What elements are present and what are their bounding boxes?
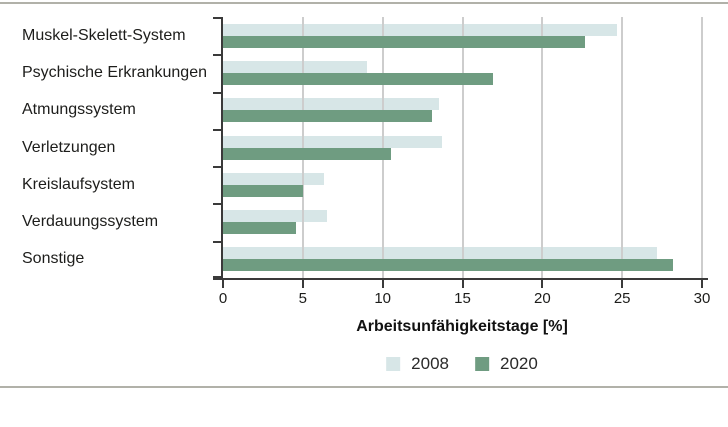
category-label: Muskel-Skelett-System: [22, 26, 186, 44]
y-axis-tick: [213, 91, 221, 94]
y-axis-tick: [213, 54, 221, 57]
category-label: Psychische Erkrankungen: [22, 63, 207, 81]
bottom-border-line: [0, 386, 728, 388]
y-axis-tick: [213, 166, 221, 169]
x-tick-label-30: 30: [693, 290, 711, 307]
y-axis-tick: [213, 203, 221, 206]
y-axis-tick: [213, 240, 221, 243]
legend: 2008 2020: [386, 354, 538, 374]
x-tick-label-10: 10: [374, 290, 391, 307]
bar-2008: [223, 172, 324, 185]
legend-item-2008: 2008: [386, 354, 449, 374]
gridline-25: [621, 17, 624, 278]
legend-label-2020: 2020: [500, 354, 538, 373]
x-axis-tick-5: [301, 280, 304, 288]
y-axis-tick: [213, 276, 221, 278]
x-axis-tick-20: [541, 280, 544, 288]
x-axis-tick-30: [701, 280, 703, 288]
x-tick-label-25: 25: [613, 290, 631, 307]
category-label: Sonstige: [22, 250, 85, 268]
category-label: Verletzungen: [22, 138, 116, 156]
y-axis-tick: [213, 17, 221, 19]
legend-label-2008: 2008: [411, 354, 449, 373]
x-axis-line: [213, 278, 708, 280]
bar-2008: [223, 210, 327, 223]
bar-2020: [223, 184, 303, 197]
bar-2020: [223, 259, 674, 272]
x-tick-label-0: 0: [218, 290, 228, 307]
gridline-30: [701, 17, 703, 278]
bar-2008: [223, 60, 367, 73]
legend-item-2020: 2020: [475, 354, 538, 374]
bar-2020: [223, 110, 433, 123]
gridline-20: [541, 17, 544, 278]
category-label: Kreislaufsystem: [22, 175, 135, 193]
bar-2020: [223, 35, 586, 48]
category-label: Atmungssystem: [22, 101, 136, 119]
x-axis-tick-0: [222, 280, 224, 288]
x-axis-tick-10: [381, 280, 384, 288]
bar-2020: [223, 147, 391, 160]
x-axis-tick-15: [461, 280, 464, 288]
legend-swatch-2008: [386, 357, 401, 371]
legend-swatch-2020: [475, 357, 489, 371]
x-axis-tick-25: [621, 280, 624, 288]
category-label: Verdauungssystem: [22, 213, 159, 231]
x-tick-label-20: 20: [533, 290, 551, 307]
bar-2008: [223, 247, 658, 260]
plot-area: 0 5 10 15 20 25 30: [213, 17, 710, 307]
y-axis-line: [221, 17, 223, 280]
bar-2020: [223, 72, 493, 85]
bar-2008: [223, 23, 618, 36]
x-tick-label-5: 5: [298, 290, 307, 307]
gridline-15: [461, 17, 464, 278]
bar-2008: [223, 135, 442, 148]
y-axis-tick: [213, 128, 221, 131]
x-axis-title: Arbeitsunfähigkeitstage [%]: [356, 318, 568, 335]
x-tick-label-15: 15: [454, 290, 471, 307]
bar-2008: [223, 98, 439, 111]
bar-2020: [223, 222, 297, 235]
top-border-line: [0, 2, 728, 4]
